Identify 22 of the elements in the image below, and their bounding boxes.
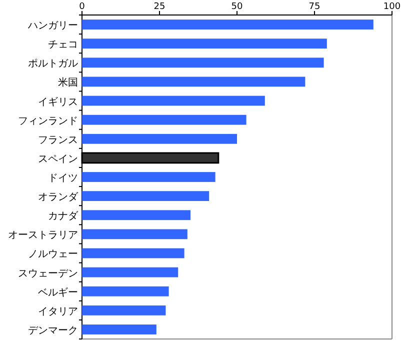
y-tick-label: スペイン [38,154,78,165]
y-tick-label: イタリア [38,306,78,318]
y-tick-label: オランダ [38,191,79,204]
x-tick-label: 25 [154,2,166,12]
y-tick-label: ポルトガル [28,58,78,70]
y-tick-label: ハンガリー [27,20,78,32]
y-tick-label: 米国 [58,76,78,89]
y-tick-label: スウェーデン [18,268,78,280]
y-tick-label: チェコ [48,40,78,51]
x-tick-label: 75 [308,2,320,12]
y-tick-label: フランス [38,134,78,146]
y-tick-label: ノルウェー [28,249,78,260]
y-tick-label: オーストラリア [8,230,78,242]
x-tick-label: 100 [383,2,401,12]
y-tick-label: デンマーク [28,325,78,336]
y-tick-label: ドイツ [48,173,78,184]
x-tick-label: 0 [79,2,86,12]
y-tick-label: イギリス [38,96,78,108]
y-tick-label: フィンランド [18,116,78,127]
x-tick-label: 50 [231,2,243,12]
y-tick-label: ベルギー [38,286,78,298]
y-tick-label: カナダ [48,210,79,222]
